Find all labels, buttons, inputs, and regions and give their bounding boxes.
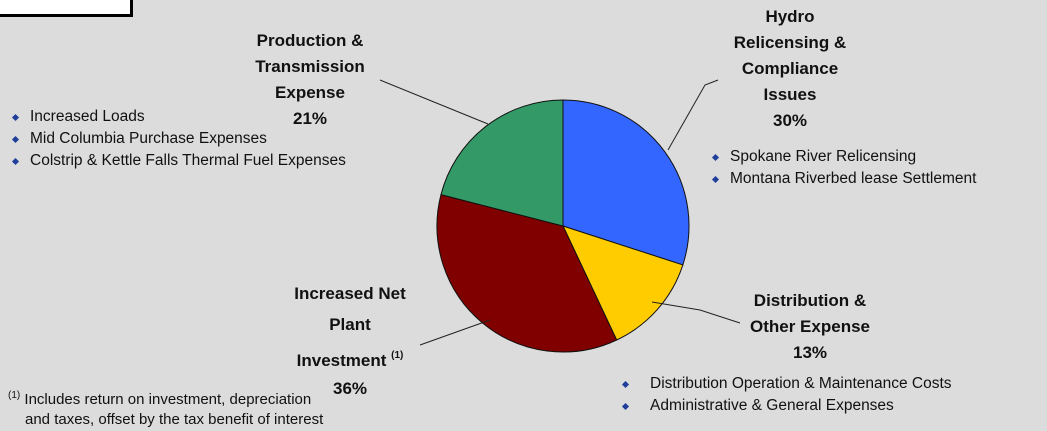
bullet-item: Increased Loads — [10, 106, 346, 128]
footnote: (1) Includes return on investment, depre… — [8, 386, 323, 430]
slice-label-distribution: Distribution & Other Expense 13% — [730, 288, 890, 366]
leader-line-hydro — [667, 79, 719, 151]
bullet-item: Spokane River Relicensing — [710, 146, 976, 168]
bullet-list-production: Increased Loads Mid Columbia Purchase Ex… — [10, 106, 346, 172]
bullet-item: Distribution Operation & Maintenance Cos… — [620, 373, 952, 395]
slice-label-plant-line: Investment (1) — [296, 350, 404, 370]
slice-label-plant: Increased Net Plant Investment (1) 36% — [270, 278, 430, 402]
footnote-line: (1) Includes return on investment, depre… — [8, 390, 312, 408]
footnote-line: and taxes, offset by the tax benefit of … — [25, 411, 324, 428]
footnote-mark: (1) — [391, 350, 404, 361]
slice-label-hydro: Hydro Relicensing & Compliance Issues 30… — [720, 4, 860, 134]
leader-line-production — [379, 79, 489, 125]
bullet-item: Colstrip & Kettle Falls Thermal Fuel Exp… — [10, 150, 346, 172]
pie-slice-distribution — [562, 225, 684, 341]
slice-label-production-line: Transmission — [255, 57, 365, 76]
bullet-item: Montana Riverbed lease Settlement — [710, 168, 976, 190]
bullet-list-distribution: Distribution Operation & Maintenance Cos… — [620, 373, 952, 417]
slice-label-hydro-line: Compliance — [741, 59, 839, 78]
pie-slice-production — [440, 99, 564, 227]
leader-line-plant — [419, 319, 491, 346]
slice-label-hydro-line: Issues — [763, 85, 817, 104]
bullet-list-hydro: Spokane River Relicensing Montana Riverb… — [710, 146, 976, 190]
slice-label-distribution-line: Other Expense — [750, 317, 870, 336]
slice-label-hydro-line: Relicensing & — [733, 33, 847, 52]
slice-label-distribution-line: Distribution & — [753, 291, 867, 310]
slice-pct-plant: 36% — [332, 379, 368, 398]
slice-label-plant-line: Increased Net — [294, 284, 406, 303]
bullet-item: Administrative & General Expenses — [620, 395, 952, 417]
slice-pct-distribution: 13% — [792, 343, 828, 362]
pie-slice-hydro — [562, 99, 690, 266]
bullet-item: Mid Columbia Purchase Expenses — [10, 128, 346, 150]
slice-label-production-line: Expense — [275, 83, 345, 102]
slice-pct-hydro: 30% — [772, 111, 808, 130]
slice-label-plant-line: Plant — [329, 315, 371, 334]
footnote-mark: (1) — [8, 390, 21, 401]
slice-label-production-line: Production & — [256, 31, 364, 50]
frame-corner — [0, 0, 133, 17]
slice-label-hydro-line: Hydro — [765, 7, 815, 26]
leader-line-distribution — [651, 301, 741, 324]
